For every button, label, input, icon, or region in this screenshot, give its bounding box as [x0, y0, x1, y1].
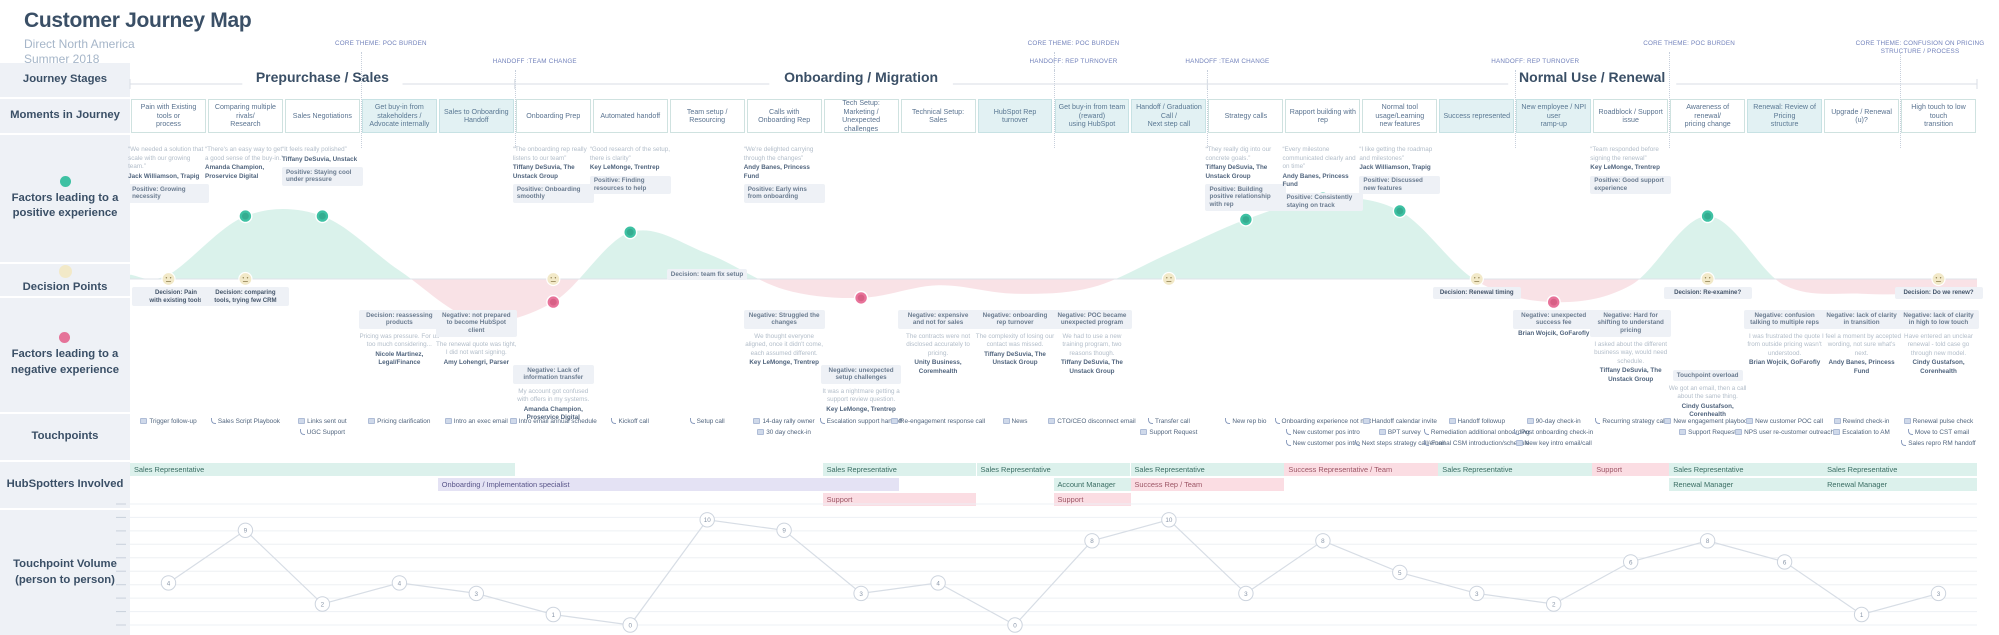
- svg-text:2: 2: [321, 601, 325, 608]
- svg-text:8: 8: [1090, 538, 1094, 545]
- svg-text:3: 3: [859, 591, 863, 598]
- svg-text:4: 4: [936, 580, 940, 587]
- svg-text:4: 4: [398, 580, 402, 587]
- svg-text:10: 10: [1165, 517, 1173, 524]
- svg-text:9: 9: [244, 528, 248, 535]
- svg-text:9: 9: [782, 528, 786, 535]
- svg-text:0: 0: [628, 622, 632, 629]
- svg-text:1: 1: [552, 612, 556, 619]
- svg-text:8: 8: [1321, 538, 1325, 545]
- svg-text:3: 3: [1244, 591, 1248, 598]
- svg-text:2: 2: [1552, 601, 1556, 608]
- svg-text:6: 6: [1783, 559, 1787, 566]
- svg-text:3: 3: [475, 591, 479, 598]
- svg-text:0: 0: [1013, 622, 1017, 629]
- svg-text:10: 10: [704, 517, 712, 524]
- svg-text:1: 1: [1860, 612, 1864, 619]
- svg-text:8: 8: [1706, 538, 1710, 545]
- svg-text:3: 3: [1937, 591, 1941, 598]
- svg-text:4: 4: [167, 580, 171, 587]
- svg-text:5: 5: [1398, 570, 1402, 577]
- svg-text:3: 3: [1475, 591, 1479, 598]
- svg-text:6: 6: [1629, 559, 1633, 566]
